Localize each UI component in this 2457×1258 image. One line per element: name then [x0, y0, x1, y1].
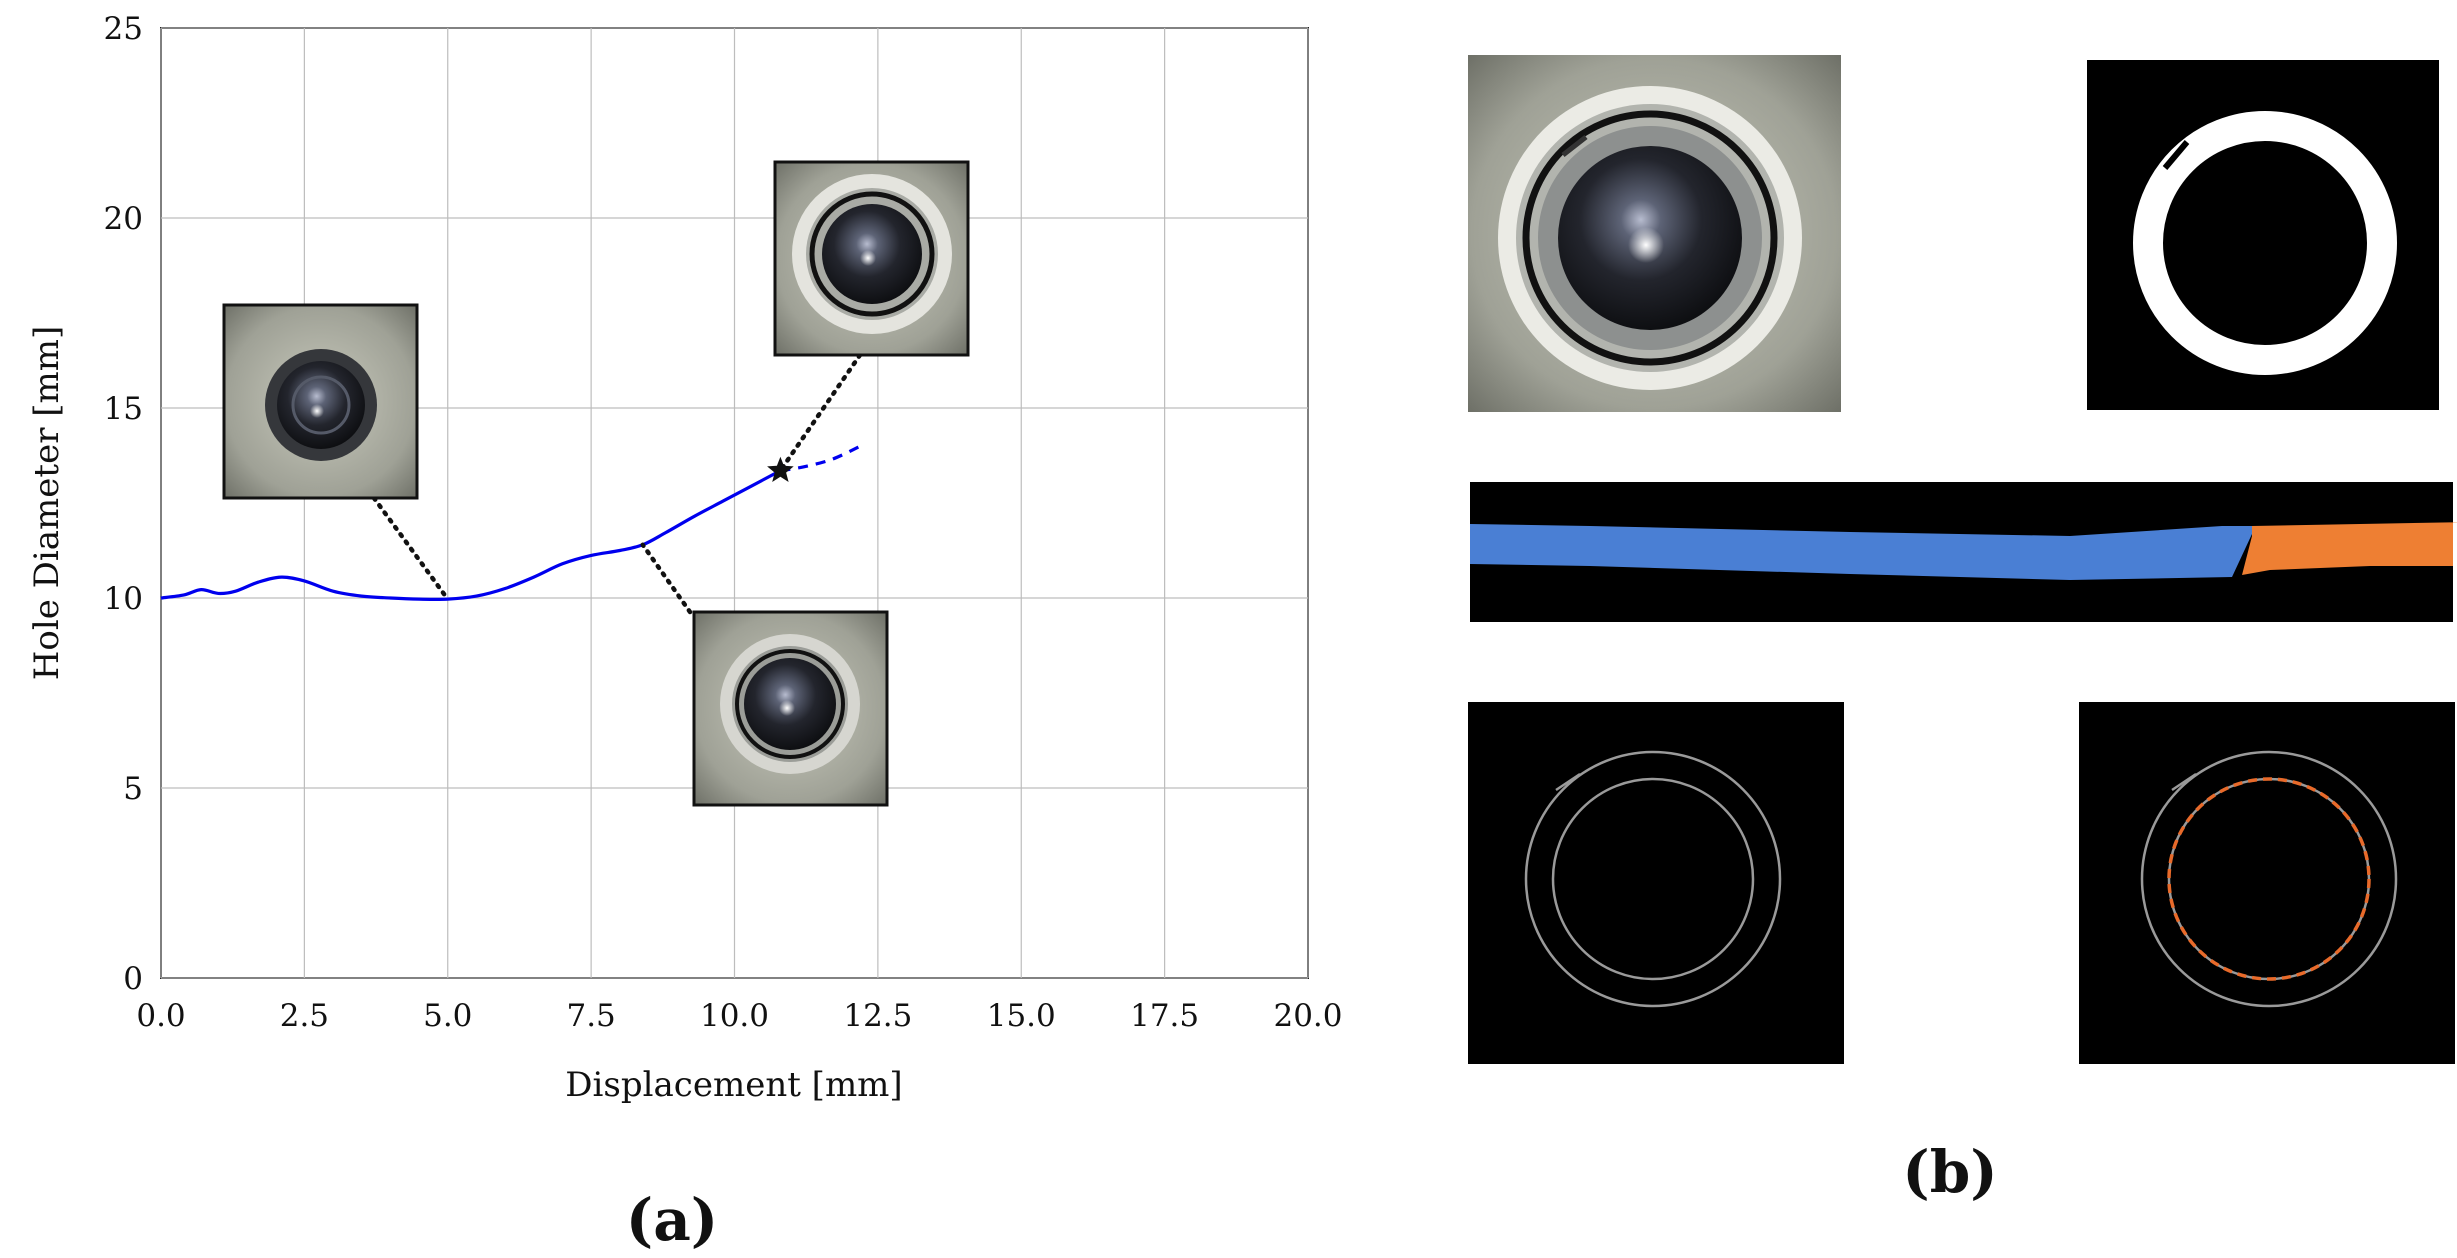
- star-marker: [767, 456, 794, 482]
- unwrapped-ring-strip-icon: [1470, 482, 2457, 622]
- y-tick-label: 10: [104, 581, 143, 617]
- inset-start: [222, 303, 419, 500]
- x-tick-label: 17.5: [1130, 998, 1199, 1034]
- y-tick-label: 25: [104, 11, 143, 47]
- x-tick-label: 7.5: [566, 998, 615, 1034]
- inset-connector: [778, 352, 863, 473]
- x-tick-label: 20.0: [1273, 998, 1342, 1034]
- x-axis-label: Displacement [mm]: [565, 1065, 902, 1105]
- panel-a-label: (a): [626, 1186, 718, 1254]
- y-tick-label: 5: [123, 771, 143, 807]
- line-chart: 0.0 2.5 5.0 7.5 10.0 12.5 15.0 17.5 20.0 0 5 10 15 20…: [27, 11, 1343, 1105]
- y-axis-label: Hole Diameter [mm]: [27, 326, 67, 681]
- hole-photo-middle-icon: [692, 610, 889, 807]
- series-line-1: [160, 469, 782, 602]
- hole-photo-icon: [1468, 55, 1841, 412]
- inset-middle: [692, 610, 889, 807]
- x-tick-label: 5.0: [423, 998, 472, 1034]
- inset-end: [773, 160, 970, 357]
- x-tick-label: 15.0: [987, 998, 1056, 1034]
- ring-edge-fitted-circle-icon: [2079, 702, 2455, 1064]
- marker-layer: [767, 456, 794, 482]
- photo-tile: [1468, 55, 1841, 412]
- mask-tile: [2087, 60, 2439, 410]
- x-tick-label: 0.0: [136, 998, 185, 1034]
- x-tick-label: 12.5: [843, 998, 912, 1034]
- panel-b-label: (b): [1902, 1138, 1997, 1206]
- fit-tile: [2079, 702, 2455, 1064]
- ticks: 0.0 2.5 5.0 7.5 10.0 12.5 15.0 17.5 20.0 0 5 10 15 20…: [104, 11, 1343, 1034]
- ring-edge-contour-icon: [1468, 702, 1844, 1064]
- inset-connector: [371, 495, 450, 602]
- y-tick-label: 0: [123, 961, 143, 997]
- connectors: [371, 352, 863, 615]
- binary-ring-mask-icon: [2087, 60, 2439, 410]
- y-tick-label: 15: [104, 391, 143, 427]
- hole-photo-start-icon: [222, 303, 419, 500]
- x-tick-label: 10.0: [700, 998, 769, 1034]
- contour-tile: [1468, 702, 1844, 1064]
- hole-photo-end-icon: [773, 160, 970, 357]
- panel-b: [1468, 55, 2457, 1064]
- strip-tile: [1470, 482, 2457, 622]
- y-tick-label: 20: [104, 201, 143, 237]
- x-tick-label: 2.5: [280, 998, 329, 1034]
